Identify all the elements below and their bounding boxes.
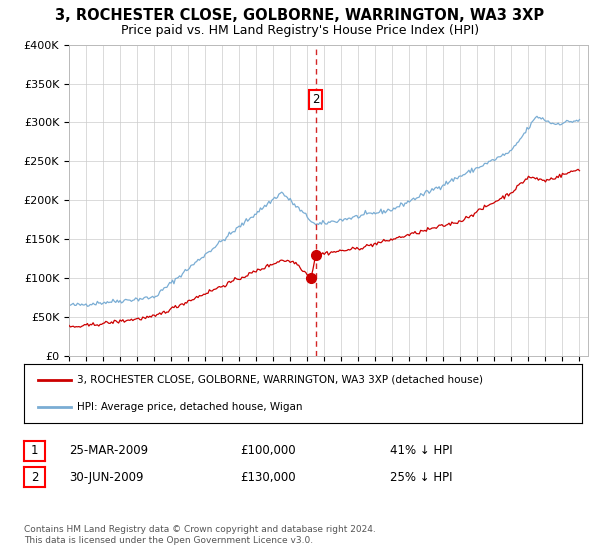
Text: 30-JUN-2009: 30-JUN-2009	[69, 470, 143, 484]
Text: 2: 2	[312, 93, 319, 106]
Text: Price paid vs. HM Land Registry's House Price Index (HPI): Price paid vs. HM Land Registry's House …	[121, 24, 479, 36]
Text: 2: 2	[31, 470, 38, 484]
Text: £130,000: £130,000	[240, 470, 296, 484]
Text: 25-MAR-2009: 25-MAR-2009	[69, 444, 148, 458]
Text: HPI: Average price, detached house, Wigan: HPI: Average price, detached house, Wiga…	[77, 402, 302, 412]
Text: Contains HM Land Registry data © Crown copyright and database right 2024.
This d: Contains HM Land Registry data © Crown c…	[24, 525, 376, 545]
Text: 25% ↓ HPI: 25% ↓ HPI	[390, 470, 452, 484]
Text: 3, ROCHESTER CLOSE, GOLBORNE, WARRINGTON, WA3 3XP (detached house): 3, ROCHESTER CLOSE, GOLBORNE, WARRINGTON…	[77, 375, 483, 385]
Text: 41% ↓ HPI: 41% ↓ HPI	[390, 444, 452, 458]
Text: £100,000: £100,000	[240, 444, 296, 458]
Text: 3, ROCHESTER CLOSE, GOLBORNE, WARRINGTON, WA3 3XP: 3, ROCHESTER CLOSE, GOLBORNE, WARRINGTON…	[55, 8, 545, 24]
Text: 1: 1	[31, 444, 38, 458]
